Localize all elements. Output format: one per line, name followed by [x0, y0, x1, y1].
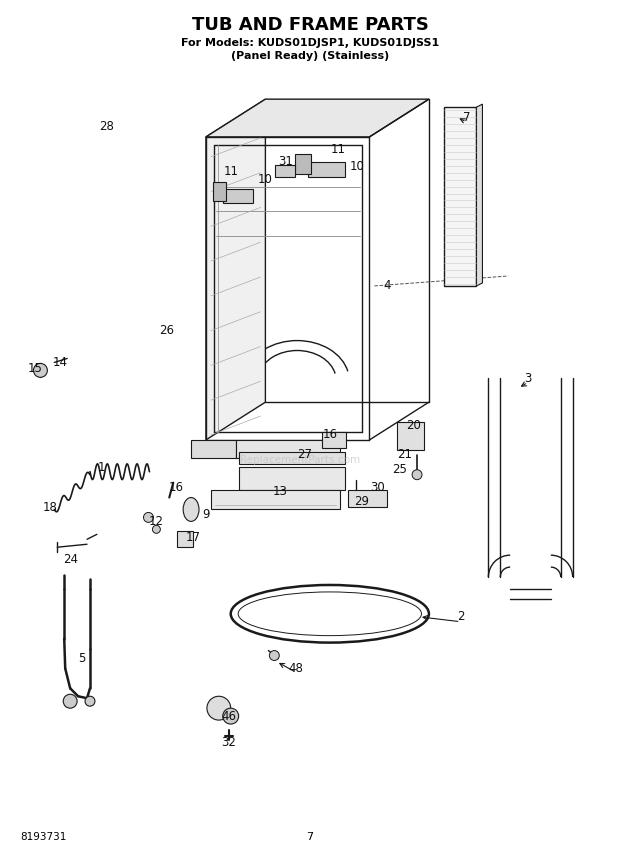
Text: 11: 11: [223, 165, 238, 178]
Text: 4: 4: [384, 279, 391, 293]
Polygon shape: [191, 440, 236, 458]
Text: 13: 13: [273, 485, 288, 498]
Polygon shape: [477, 104, 482, 286]
Polygon shape: [177, 532, 193, 547]
Text: 24: 24: [63, 553, 78, 566]
Text: 25: 25: [392, 463, 407, 476]
Text: 30: 30: [370, 481, 385, 494]
Text: 1: 1: [98, 461, 105, 474]
Text: ReplacementParts.com: ReplacementParts.com: [240, 455, 360, 465]
Text: 10: 10: [258, 173, 273, 186]
Circle shape: [223, 708, 239, 724]
Polygon shape: [213, 181, 226, 201]
Text: For Models: KUDS01DJSP1, KUDS01DJSS1: For Models: KUDS01DJSP1, KUDS01DJSS1: [181, 38, 439, 48]
Polygon shape: [206, 99, 429, 137]
Text: 20: 20: [407, 419, 422, 431]
Text: 48: 48: [289, 662, 304, 675]
Text: 16: 16: [169, 481, 184, 494]
Polygon shape: [275, 164, 295, 176]
Text: 14: 14: [53, 356, 68, 369]
Polygon shape: [295, 154, 311, 174]
Text: 2: 2: [457, 610, 464, 623]
Ellipse shape: [183, 497, 199, 521]
Text: 5: 5: [78, 652, 86, 665]
Text: 46: 46: [221, 710, 236, 722]
Text: 9: 9: [202, 508, 210, 521]
Circle shape: [269, 651, 279, 661]
Polygon shape: [397, 422, 424, 450]
Text: 21: 21: [397, 449, 412, 461]
Polygon shape: [206, 99, 265, 440]
Text: 16: 16: [322, 429, 337, 442]
Text: 12: 12: [149, 515, 164, 528]
Polygon shape: [239, 467, 345, 490]
Polygon shape: [322, 432, 346, 448]
Text: 11: 11: [330, 143, 345, 157]
Text: 17: 17: [185, 531, 200, 544]
Polygon shape: [239, 452, 345, 464]
Circle shape: [143, 513, 153, 522]
Text: 26: 26: [159, 324, 174, 337]
Text: 18: 18: [43, 501, 58, 514]
Text: 29: 29: [354, 495, 369, 508]
Text: 8193731: 8193731: [20, 832, 67, 842]
Circle shape: [85, 696, 95, 706]
Polygon shape: [444, 107, 477, 286]
Circle shape: [63, 694, 77, 708]
Text: 7: 7: [463, 110, 471, 123]
Text: (Panel Ready) (Stainless): (Panel Ready) (Stainless): [231, 51, 389, 62]
Text: 28: 28: [99, 121, 114, 134]
Circle shape: [207, 696, 231, 720]
Text: TUB AND FRAME PARTS: TUB AND FRAME PARTS: [192, 15, 428, 33]
Text: 31: 31: [278, 155, 293, 169]
Polygon shape: [211, 490, 340, 509]
Text: 10: 10: [350, 160, 365, 173]
Polygon shape: [348, 490, 388, 508]
Text: 3: 3: [525, 372, 532, 385]
Polygon shape: [308, 162, 345, 176]
Text: 32: 32: [221, 736, 236, 750]
Text: 27: 27: [298, 449, 312, 461]
Circle shape: [153, 526, 161, 533]
Text: 15: 15: [28, 362, 43, 375]
Polygon shape: [236, 440, 340, 458]
Circle shape: [412, 470, 422, 479]
Polygon shape: [223, 188, 252, 204]
Circle shape: [33, 364, 47, 377]
Text: 7: 7: [306, 832, 314, 842]
